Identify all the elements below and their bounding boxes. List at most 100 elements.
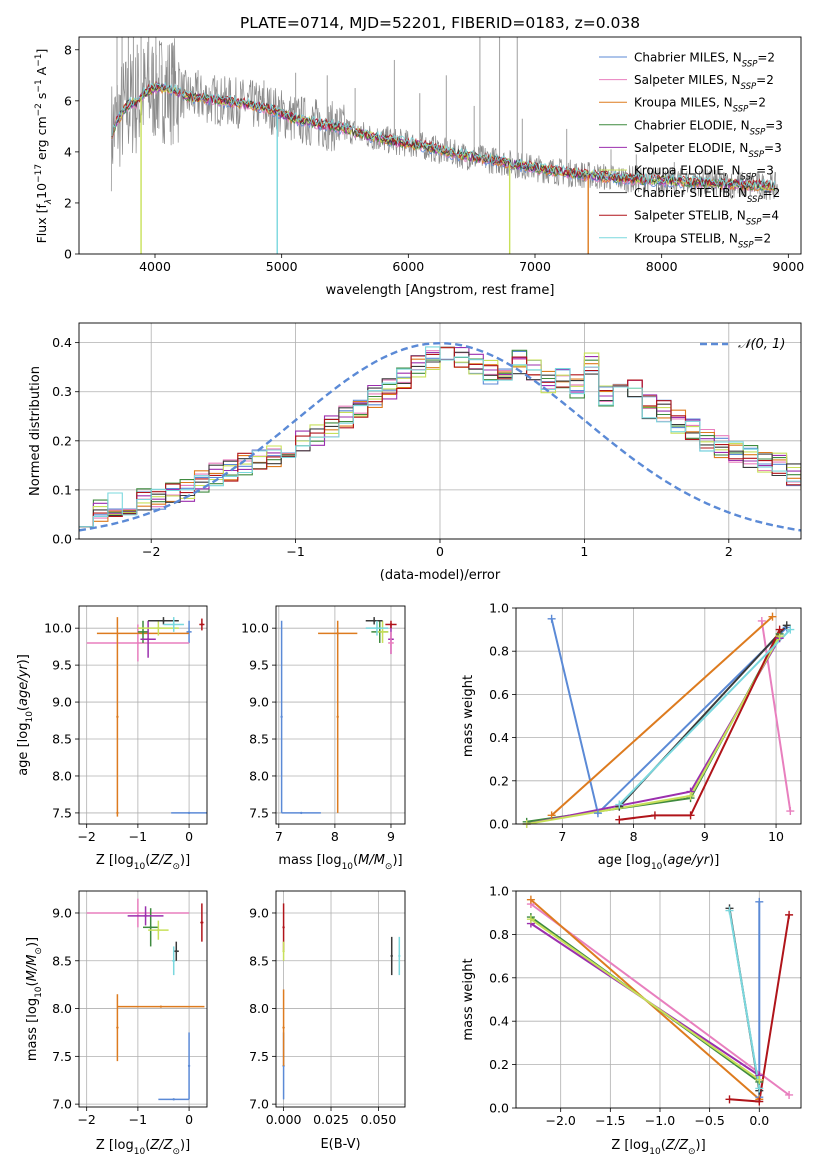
y-tick-label: 8.5 <box>249 732 269 747</box>
x-tick-label: 0.0 <box>749 1113 769 1128</box>
x-axis-label: wavelength [Angstrom, rest frame] <box>326 283 555 298</box>
legend-entry: Kroupa MILES, NSSP=2 <box>634 96 766 115</box>
x-tick-label: −1 <box>286 544 304 559</box>
y-axis-label: age [log10(age/yr)] <box>16 654 35 776</box>
y-tick-label: 9.5 <box>52 658 72 673</box>
weight-marker <box>615 815 624 824</box>
y-tick-label: 8 <box>64 42 72 57</box>
histogram-series <box>79 346 801 528</box>
errorbar-point <box>144 914 147 918</box>
weight-marker <box>725 1095 734 1104</box>
x-axis-label: Z [log10(Z/Z⊙)] <box>96 1138 190 1157</box>
x-tick-label: 1 <box>580 544 588 559</box>
weight-marker <box>725 906 734 915</box>
weight-marker <box>547 811 556 820</box>
errorbar-point <box>375 626 379 630</box>
plot-area <box>110 37 779 254</box>
y-axis-label: Normed distribution <box>28 366 43 496</box>
axes-frame <box>78 322 802 540</box>
x-axis-label: Z [log10(Z/Z⊙)] <box>96 853 190 872</box>
errorbar-point <box>187 1064 191 1068</box>
errorbar-point <box>336 632 339 635</box>
y-tick-label: 7.5 <box>249 1049 269 1064</box>
x-tick-label: 5000 <box>266 259 298 274</box>
x-tick-label: −2.0 <box>546 1113 576 1128</box>
x-tick-label: 2 <box>725 544 733 559</box>
errorbar-point <box>282 1026 285 1029</box>
legend-entry: Kroupa ELODIE, NSSP=3 <box>634 164 774 183</box>
y-tick-label: 8.5 <box>52 732 72 747</box>
errorbar-point <box>200 921 204 924</box>
age-vs-mass-panel: 7 8 9 7.5 8.0 8.5 9.0 9.5 10.0 mass [log10(M/M⊙)] <box>241 605 406 872</box>
weight-marker <box>755 1097 764 1106</box>
y-tick-label: 7.5 <box>52 1049 72 1064</box>
x-tick-label: 8 <box>331 829 339 844</box>
x-tick-label: −2 <box>77 829 95 844</box>
y-tick-label: 8.0 <box>249 768 269 783</box>
x-tick-label: 0 <box>436 544 444 559</box>
weight-marker <box>526 915 535 924</box>
x-tick-label: 4000 <box>139 259 171 274</box>
y-tick-label: 0.6 <box>489 687 509 702</box>
y-tick-label: 9.5 <box>249 658 269 673</box>
y-tick-label: 8.5 <box>249 953 269 968</box>
errorbar-point <box>336 715 339 719</box>
weight-marker <box>526 895 535 904</box>
weight-line <box>526 633 781 823</box>
errorbar-point <box>300 811 303 815</box>
y-tick-label: 10.0 <box>241 621 269 636</box>
mass-vs-metallicity-panel: −2 −1 0 7.0 7.5 8.0 8.5 9.0 Z [log10(Z/Z⊙)] mass … <box>25 890 208 1157</box>
x-tick-label: −2 <box>77 1112 95 1127</box>
weight-line <box>618 628 792 806</box>
weight-vs-age-panel: 7 8 9 10 0.0 0.2 0.4 0.6 0.8 1.0 mass weight age [l… <box>461 601 802 872</box>
weight-marker <box>768 612 777 621</box>
plot-area <box>86 898 205 1101</box>
x-tick-label: 0.025 <box>313 1112 349 1127</box>
y-tick-label: 7.5 <box>52 805 72 820</box>
weight-marker <box>786 625 795 634</box>
x-axis-label: age [log10(age/yr)] <box>598 853 720 872</box>
legend-entry: Salpeter MILES, NSSP=2 <box>634 73 774 92</box>
weight-line <box>530 918 760 1081</box>
errorbar-point <box>175 950 178 953</box>
figure-title: PLATE=0714, MJD=52201, FIBERID=0183, z=0… <box>240 14 640 32</box>
legend-entry: Kroupa STELIB, NSSP=2 <box>634 231 771 250</box>
x-tick-label: 9000 <box>772 259 804 274</box>
age-vs-metallicity-panel: −2 −1 0 7.5 8.0 8.5 9.0 9.5 10.0 Z [log10(Z/Z⊙)] a… <box>16 605 208 872</box>
errorbar-point <box>390 954 393 958</box>
y-tick-label: 9.0 <box>52 695 72 710</box>
axes-frame <box>78 36 802 255</box>
y-tick-label: 0 <box>64 247 72 262</box>
y-tick-label: 7.5 <box>249 805 269 820</box>
y-tick-label: 10.0 <box>44 621 72 636</box>
y-tick-label: 0.8 <box>489 644 509 659</box>
mass-vs-extinction-panel: 0.000 0.025 0.050 7.0 7.5 8.0 8.5 9.0 E(B-V) <box>249 890 406 1152</box>
errorbar-point <box>381 630 384 634</box>
errorbar-point <box>172 1098 175 1101</box>
histogram-series <box>79 351 801 528</box>
weight-marker <box>755 897 764 906</box>
y-axis-label: mass weight <box>461 675 476 757</box>
x-tick-label: 6000 <box>392 259 424 274</box>
residuals-panel: −2 −1 0 1 2 0.0 0.1 0.2 0.3 0.4 𝒩(0, 1) (data-model… <box>28 322 802 583</box>
x-tick-label: 0.050 <box>361 1112 397 1127</box>
gaussian-curve <box>79 341 801 532</box>
errorbar-point <box>116 1026 119 1029</box>
y-tick-label: 0.2 <box>489 1057 509 1072</box>
x-tick-label: 8000 <box>646 259 678 274</box>
weight-line <box>526 635 781 824</box>
errorbar-point <box>389 623 393 626</box>
x-tick-label: −1 <box>129 1112 147 1127</box>
y-tick-label: 0.4 <box>52 335 72 350</box>
weight-vs-metallicity-panel: −2.0 −1.5 −1.0 −0.5 0.0 0.0 0.2 0.4 0.6 0.8 1.0 mas… <box>461 884 802 1157</box>
x-tick-label: −1 <box>129 829 147 844</box>
errorbar-point <box>282 926 285 929</box>
x-axis-label: (data-model)/error <box>380 568 501 583</box>
x-axis-label: Z [log10(Z/Z⊙)] <box>611 1138 705 1157</box>
y-tick-label: 0.6 <box>489 970 509 985</box>
legend-entry: 𝒩(0, 1) <box>738 337 785 352</box>
x-axis-label: mass [log10(M/M⊙)] <box>278 853 402 872</box>
errorbar-point <box>136 911 140 915</box>
weight-marker <box>785 910 794 919</box>
weight-marker <box>686 791 695 800</box>
